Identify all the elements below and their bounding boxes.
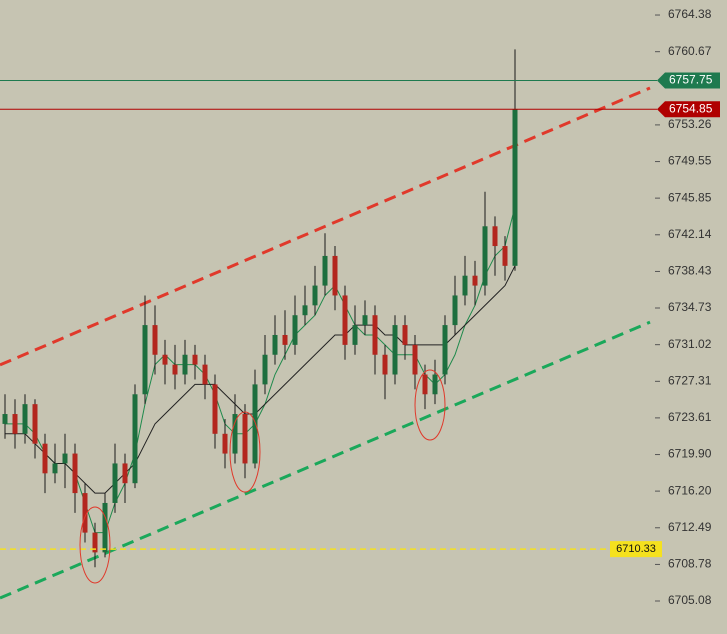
y-tick-label: 6716.20 bbox=[668, 483, 712, 497]
candle-body bbox=[382, 354, 388, 375]
y-tick-label: 6727.31 bbox=[668, 374, 712, 388]
candle-body bbox=[512, 109, 518, 266]
candle-body bbox=[332, 255, 338, 296]
candle-body bbox=[372, 315, 378, 355]
y-tick-label: 6723.61 bbox=[668, 410, 712, 424]
candle-body bbox=[22, 404, 28, 434]
candle-body bbox=[152, 325, 158, 355]
candle-body bbox=[412, 344, 418, 375]
candle-body bbox=[142, 325, 148, 395]
y-tick-label: 6753.26 bbox=[668, 117, 712, 131]
y-tick-label: 6719.90 bbox=[668, 447, 712, 461]
candle-body bbox=[292, 315, 298, 345]
y-tick-label: 6764.38 bbox=[668, 7, 712, 21]
trend-line bbox=[0, 320, 651, 600]
moving-average bbox=[5, 206, 516, 534]
candle-body bbox=[302, 305, 308, 316]
highlight-circles bbox=[79, 369, 446, 584]
candle-body bbox=[462, 275, 468, 296]
highlight-circle bbox=[229, 411, 261, 493]
price-tag-label: 6710.33 bbox=[616, 543, 656, 555]
candle-body bbox=[322, 255, 328, 286]
candle-body bbox=[122, 463, 128, 484]
candle-body bbox=[162, 354, 168, 365]
candle-body bbox=[232, 414, 238, 454]
candle-body bbox=[492, 226, 498, 247]
candle-body bbox=[472, 275, 478, 286]
y-tick-label: 6742.14 bbox=[668, 227, 712, 241]
candle-body bbox=[442, 325, 448, 375]
candle-body bbox=[72, 453, 78, 494]
candle-body bbox=[202, 364, 208, 385]
candle-body bbox=[262, 354, 268, 385]
y-tick-label: 6738.43 bbox=[668, 264, 712, 278]
candle-body bbox=[52, 463, 58, 474]
candle-body bbox=[112, 463, 118, 503]
moving-average bbox=[5, 265, 516, 494]
price-tag bbox=[657, 101, 720, 118]
y-tick-label: 6731.02 bbox=[668, 337, 712, 351]
trend-line bbox=[0, 86, 651, 367]
y-tick-label: 6712.49 bbox=[668, 520, 712, 534]
y-tick-label: 6760.67 bbox=[668, 44, 712, 58]
candle-body bbox=[92, 532, 98, 553]
candle-body bbox=[502, 246, 508, 266]
candle-body bbox=[432, 374, 438, 395]
candle-body bbox=[392, 325, 398, 375]
candle-body bbox=[362, 315, 368, 326]
candle-body bbox=[62, 453, 68, 464]
highlight-circle bbox=[79, 506, 111, 584]
y-tick-label: 6708.78 bbox=[668, 557, 712, 571]
candle-body bbox=[482, 226, 488, 286]
price-tag-label: 6754.85 bbox=[669, 101, 713, 115]
candle-body bbox=[272, 334, 278, 355]
candle-body bbox=[282, 334, 288, 345]
candle-body bbox=[42, 443, 48, 474]
candle-body bbox=[402, 325, 408, 345]
candle-body bbox=[252, 384, 258, 464]
price-tag-label: 6757.75 bbox=[669, 73, 713, 87]
candle-body bbox=[192, 354, 198, 365]
candle-body bbox=[32, 404, 38, 444]
highlight-circle bbox=[414, 369, 446, 441]
candle-body bbox=[2, 414, 8, 424]
candle-body bbox=[12, 414, 18, 434]
y-tick-label: 6745.85 bbox=[668, 190, 712, 204]
candle-body bbox=[82, 493, 88, 533]
price-axis: 6764.38 6760.67 6753.26 6749.55 6745.85 6742.… bbox=[610, 7, 720, 607]
candle-body bbox=[312, 285, 318, 306]
candle-body bbox=[102, 502, 108, 553]
y-tick-label: 6705.08 bbox=[668, 593, 712, 607]
candle-body bbox=[342, 295, 348, 345]
price-tag bbox=[657, 72, 720, 89]
y-tick-label: 6734.73 bbox=[668, 300, 712, 314]
candle-body bbox=[222, 433, 228, 454]
candle-body bbox=[422, 374, 428, 395]
candle-body bbox=[212, 384, 218, 434]
candle-body bbox=[452, 295, 458, 326]
candle-body bbox=[182, 354, 188, 375]
candle-body bbox=[352, 325, 358, 345]
price-tag bbox=[610, 541, 662, 558]
y-tick-label: 6749.55 bbox=[668, 154, 712, 168]
candle-body bbox=[132, 394, 138, 484]
plot-area bbox=[0, 49, 657, 600]
candle-body bbox=[172, 364, 178, 375]
candle-body bbox=[242, 414, 248, 464]
